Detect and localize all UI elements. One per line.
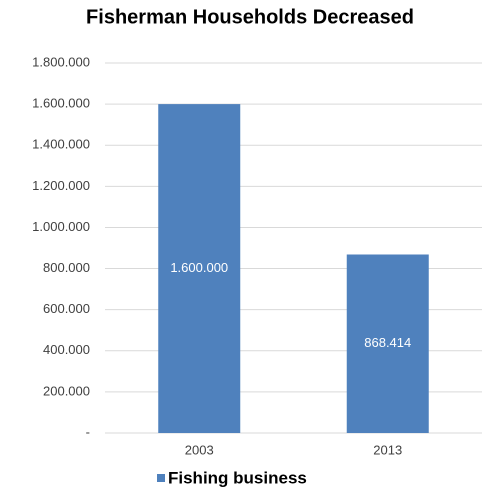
- y-tick-label: 200.000: [43, 383, 90, 398]
- bar: [346, 254, 429, 433]
- bar: [158, 104, 241, 433]
- legend-swatch: [157, 474, 165, 482]
- y-tick-label: 400.000: [43, 342, 90, 357]
- x-tick-label: 2013: [373, 442, 402, 457]
- y-tick-label: 1.200.000: [32, 178, 90, 193]
- legend-label: Fishing business: [168, 468, 307, 487]
- value-label: 1.600.000: [170, 260, 228, 275]
- y-tick-label: 1.400.000: [32, 137, 90, 152]
- y-tick-label: 1.000.000: [32, 219, 90, 234]
- y-tick-label: 1.600.000: [32, 96, 90, 111]
- chart-title: Fisherman Households Decreased: [86, 6, 414, 28]
- y-tick-label: -: [86, 424, 90, 439]
- y-tick-label: 1.800.000: [32, 54, 90, 69]
- value-label: 868.414: [364, 335, 411, 350]
- x-tick-label: 2003: [185, 442, 214, 457]
- y-tick-label: 800.000: [43, 260, 90, 275]
- y-tick-label: 600.000: [43, 301, 90, 316]
